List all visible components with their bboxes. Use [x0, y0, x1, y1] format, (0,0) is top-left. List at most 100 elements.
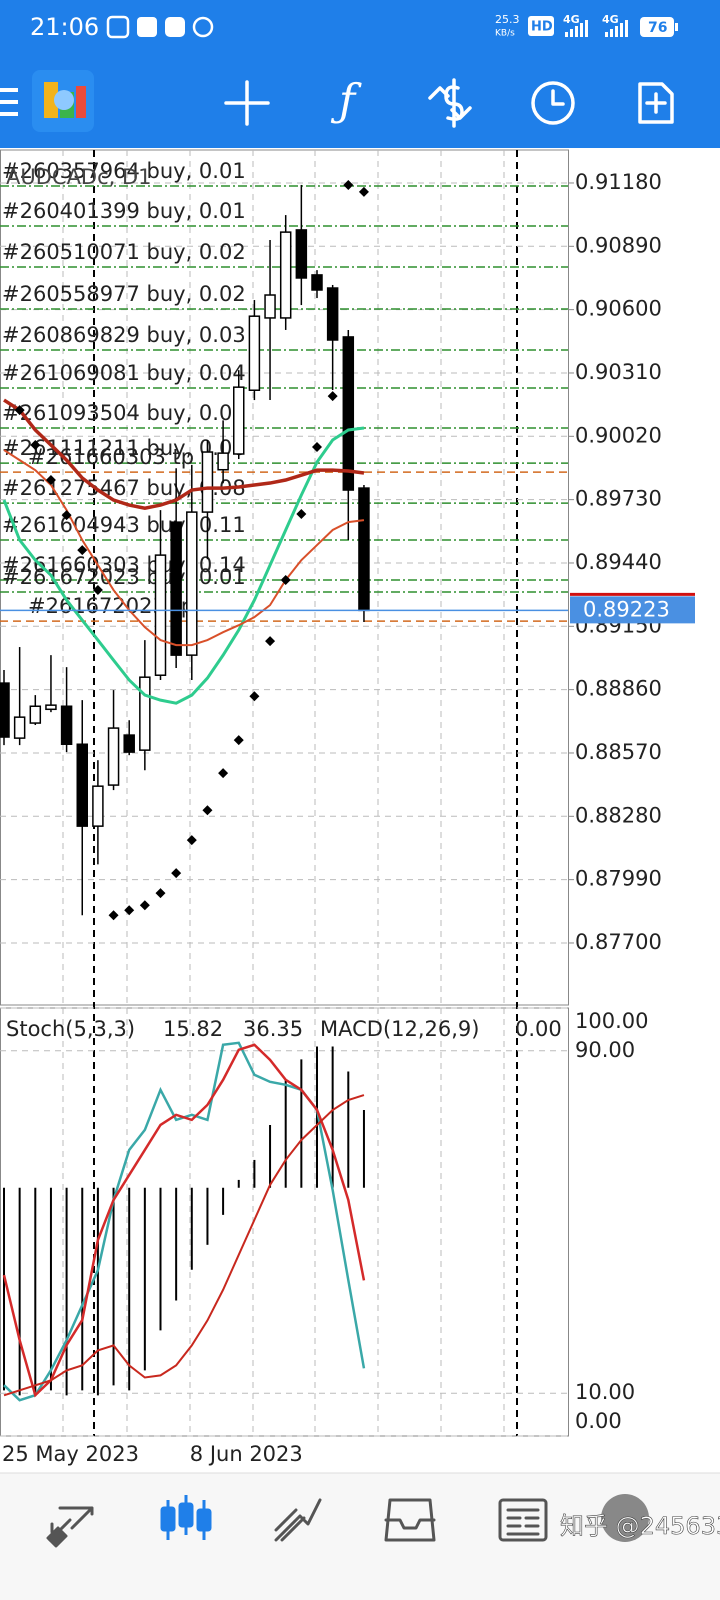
order-label: #260510071 buy, 0.02 [2, 240, 246, 264]
trade-tab[interactable] [274, 1498, 322, 1542]
sar-dot [202, 805, 213, 816]
y-tick-label: 100.00 [575, 1009, 648, 1033]
y-tick-label: 0.90890 [575, 233, 662, 257]
new-order-button[interactable] [638, 82, 674, 124]
sar-dot [249, 691, 260, 702]
candle-body [201, 451, 214, 513]
trade-button[interactable] [428, 78, 472, 128]
sar-dot [343, 179, 354, 190]
order-label: #261660303 buy, 0.14 [2, 553, 246, 577]
order-label: #261069081 buy, 0.04 [2, 361, 246, 385]
candle-body [358, 487, 370, 612]
order-label: #260357964 buy, 0.01 [2, 159, 246, 183]
signal-bars [565, 20, 628, 37]
candle-body [107, 727, 120, 786]
indicator-pane [0, 1007, 569, 1437]
menu-button[interactable] [0, 88, 18, 116]
chart-layers: 0.91180 0.90890 0.90600 0.90310 0.90020 0.897… [0, 150, 695, 1466]
sar-dot [45, 474, 56, 485]
y-tick-label: 0.90600 [575, 297, 662, 321]
sar-dot [327, 391, 338, 402]
candle-body [342, 336, 355, 491]
net-unit: KB/s [495, 29, 515, 39]
candle-body [186, 511, 198, 656]
sar-dot [233, 735, 244, 746]
hd-label: HD [531, 20, 553, 35]
sar-dot [312, 442, 322, 453]
settings-tab[interactable] [601, 1494, 649, 1542]
y-tick-label: 90.00 [575, 1038, 635, 1062]
candle-body [264, 294, 276, 319]
sar-dot [218, 768, 229, 779]
sar-dot [296, 509, 307, 520]
ma-line [3, 449, 365, 647]
net-speed: 25.3 [495, 13, 520, 26]
sar-dot [265, 636, 276, 647]
watermark: 知乎 @245633 [560, 1512, 720, 1540]
candle-body [13, 716, 26, 739]
stoch-main-value: 15.82 [163, 1017, 223, 1041]
bid-label: 0.89223 [583, 597, 670, 621]
order-label: #261604943 buy, 0.11 [2, 513, 246, 537]
timeframe-button[interactable] [531, 81, 575, 125]
candle-body [60, 705, 73, 745]
ma-line [3, 398, 365, 510]
battery-level: 76 [648, 20, 667, 36]
indicator-line [3, 1094, 365, 1397]
candle-body [0, 682, 10, 738]
sar-dot [108, 910, 119, 921]
history-tab[interactable] [384, 1498, 436, 1542]
candle-body [248, 315, 261, 391]
y-tick-label: 0.91180 [575, 170, 662, 194]
app-logo [32, 70, 94, 132]
sar-dot [30, 440, 41, 451]
stoch-signal-value: 36.35 [243, 1017, 303, 1041]
y-tick-label: 0.89440 [575, 550, 662, 574]
status-time: 21:06 [30, 13, 99, 41]
candle-body [279, 231, 292, 319]
battery-tip [675, 23, 678, 31]
top-bar [0, 0, 720, 148]
sar-dot [186, 835, 197, 846]
candle-body [45, 704, 57, 711]
candle-body [139, 676, 151, 751]
candle-body [233, 386, 245, 455]
candle-body [76, 743, 88, 827]
candle-body [29, 705, 42, 724]
battery [640, 17, 674, 37]
sar-dot [280, 575, 291, 586]
sar-dot [61, 510, 72, 521]
candle-body [326, 287, 339, 341]
x-tick-label: 8 Jun 2023 [190, 1442, 303, 1466]
x-tick-label: 25 May 2023 [2, 1442, 139, 1466]
sar-dot [139, 900, 150, 911]
order-label: #261672023 buy, 0.01 [2, 565, 246, 589]
signal-label: 4G [563, 13, 580, 26]
chart-title: AUDCADc, D1 [6, 165, 152, 189]
y-tick-label: 0.88860 [575, 677, 662, 701]
y-tick-label: 0.90310 [575, 360, 662, 384]
sar-dot [358, 186, 369, 197]
sar-dot [14, 405, 25, 416]
y-tick-label: 0.87990 [575, 867, 662, 891]
news-tab[interactable] [498, 1498, 548, 1542]
crosshair-button[interactable] [224, 80, 270, 126]
hd-badge [528, 16, 554, 36]
candle-body [217, 452, 229, 471]
quotes-tab[interactable] [46, 1506, 94, 1548]
ma-line [2, 426, 365, 705]
y-tick-label: 0.87700 [575, 930, 662, 954]
order-label: #261093504 buy, 0.05 [2, 401, 246, 425]
sar-dot [155, 888, 166, 899]
y-tick-label: 0.90020 [575, 423, 662, 447]
status-icons [106, 15, 214, 39]
chart-tab[interactable] [160, 1495, 212, 1540]
signal-label: 4G [602, 13, 619, 26]
stoch-title: Stoch(5,3,3) [6, 1017, 135, 1041]
candle-body [154, 554, 167, 676]
bid-box [570, 596, 695, 624]
order-label: #260558977 buy, 0.02 [2, 282, 246, 306]
candle-body [295, 229, 308, 279]
